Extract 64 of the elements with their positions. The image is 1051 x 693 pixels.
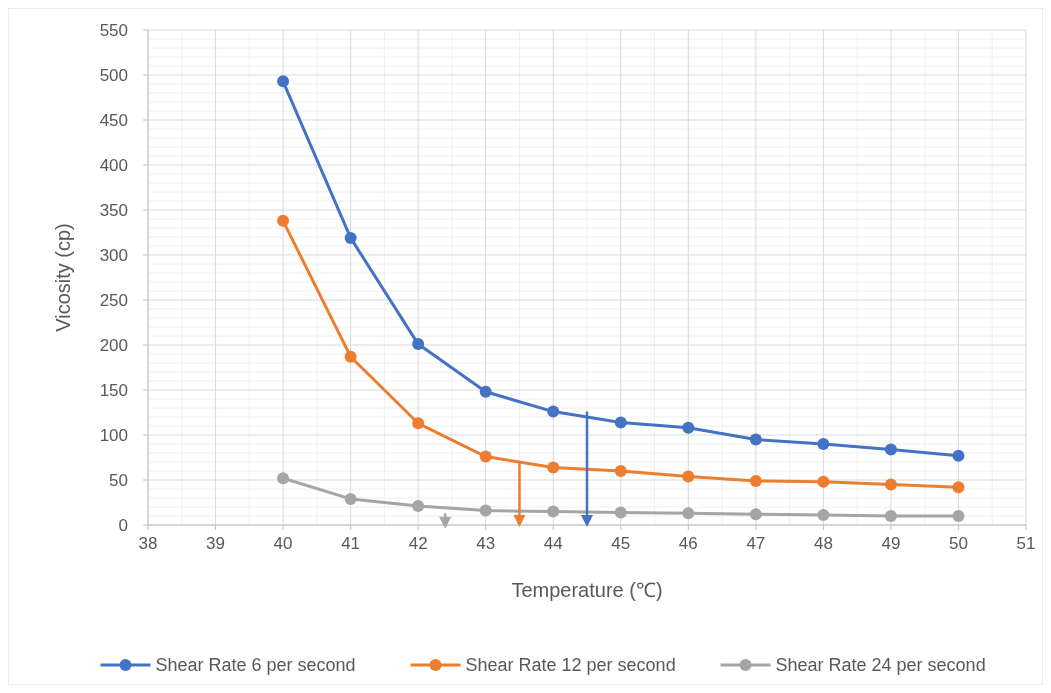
y-tick-label: 350: [99, 201, 128, 220]
point: [479, 385, 492, 398]
y-tick-label: 0: [118, 516, 128, 535]
x-tick-label: 49: [881, 534, 901, 553]
x-tick-label: 47: [746, 534, 766, 553]
x-tick-label: 45: [611, 534, 631, 553]
x-tick-label: 42: [408, 534, 428, 553]
point: [344, 350, 357, 363]
point: [479, 450, 492, 463]
x-tick-label: 39: [206, 534, 225, 553]
legend-label: Shear Rate 24 per second: [775, 655, 986, 675]
y-tick-label: 300: [99, 246, 128, 265]
y-tick-label: 250: [99, 291, 128, 310]
point: [547, 461, 560, 474]
point: [344, 231, 357, 244]
x-tick-label: 48: [813, 534, 833, 553]
point: [614, 465, 627, 477]
point: [344, 492, 357, 505]
point: [614, 506, 627, 519]
y-tick-label: 550: [99, 21, 128, 40]
x-tick-label: 38: [138, 534, 158, 553]
y-tick-label: 200: [99, 336, 128, 355]
point: [277, 75, 290, 88]
point: [884, 478, 897, 491]
y-axis-title: Vicosity (cp): [52, 223, 74, 332]
point: [749, 474, 762, 487]
point: [277, 214, 290, 227]
point: [547, 405, 560, 418]
point: [277, 472, 290, 485]
point: [749, 508, 762, 521]
y-tick-label: 400: [99, 156, 128, 175]
point: [547, 505, 560, 518]
point: [749, 433, 762, 446]
point: [479, 504, 492, 517]
y-tick-label: 50: [109, 471, 128, 490]
point: [682, 470, 695, 483]
y-tick-label: 100: [99, 426, 128, 445]
point: [614, 416, 627, 429]
legend-label: Shear Rate 6 per second: [155, 655, 356, 675]
x-tick-label: 44: [543, 534, 563, 553]
legend-label: Shear Rate 12 per second: [465, 655, 676, 675]
x-axis-title: Temperature (℃): [511, 579, 663, 601]
point: [817, 475, 830, 488]
y-tick-label: 500: [99, 66, 128, 85]
point: [884, 510, 897, 522]
point: [682, 507, 695, 520]
point: [817, 509, 830, 522]
point: [952, 510, 965, 522]
x-tick-label: 46: [678, 534, 698, 553]
x-tick-label: 43: [476, 534, 496, 553]
point: [952, 481, 965, 494]
x-tick-label: 40: [273, 534, 293, 553]
point: [412, 417, 425, 430]
point: [412, 500, 425, 513]
y-tick-label: 150: [99, 381, 128, 400]
point: [952, 449, 965, 462]
point: [412, 338, 425, 351]
x-tick-label: 51: [1016, 534, 1036, 553]
point: [682, 421, 695, 434]
point: [884, 443, 897, 456]
y-tick-label: 450: [99, 111, 128, 130]
x-tick-label: 50: [949, 534, 968, 553]
point: [817, 438, 830, 450]
x-tick-label: 41: [341, 534, 361, 553]
